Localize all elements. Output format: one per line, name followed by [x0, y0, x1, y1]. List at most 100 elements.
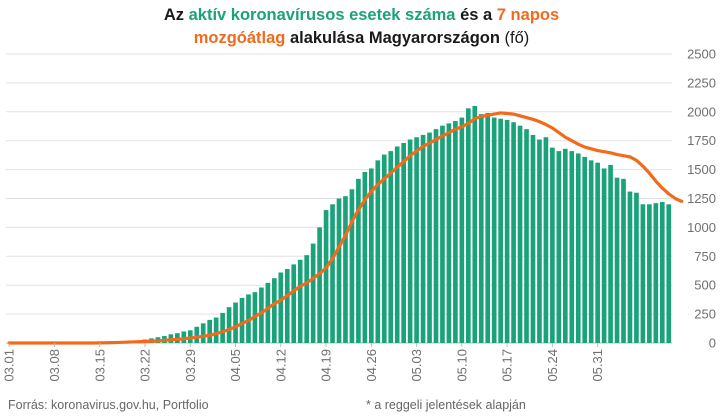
y-tick-label: 2000 — [687, 104, 716, 119]
bar — [659, 201, 665, 343]
moving-average-line — [7, 111, 684, 345]
bar — [407, 139, 413, 343]
bar — [200, 323, 206, 343]
bar — [440, 125, 445, 343]
y-tick-label: 1250 — [687, 191, 716, 206]
bar — [239, 297, 245, 343]
title-part-1: Az — [163, 6, 189, 24]
title-part-7: (fő) — [499, 29, 530, 47]
bar — [194, 326, 200, 343]
bar — [369, 168, 374, 343]
bar-series — [84, 106, 672, 344]
bar — [562, 148, 568, 343]
x-tick-label: 03.22 — [138, 349, 153, 382]
bar — [388, 151, 394, 343]
bar — [336, 198, 342, 343]
bar — [349, 189, 355, 343]
bar — [375, 160, 381, 343]
bar — [537, 139, 542, 343]
bar — [588, 160, 594, 343]
y-tick-label: 1500 — [687, 162, 716, 177]
x-tick-label: 05.17 — [500, 349, 515, 382]
bar — [556, 151, 562, 343]
bar — [504, 119, 510, 343]
bar — [317, 227, 322, 343]
bar — [621, 178, 626, 343]
x-tick-label: 04.12 — [273, 349, 288, 382]
bar — [627, 191, 633, 343]
bar — [278, 272, 284, 343]
bar — [284, 269, 290, 343]
title-part-5: mozgóátlag — [193, 29, 286, 47]
title-part-6: alakulása Magyarországon — [285, 29, 500, 47]
bar — [414, 137, 419, 343]
bar — [491, 117, 497, 343]
bar — [272, 278, 277, 343]
bar — [653, 203, 659, 343]
x-tick-label: 04.19 — [319, 349, 334, 382]
line-series — [7, 111, 684, 345]
bar — [207, 319, 213, 343]
bar — [550, 147, 555, 343]
bar — [478, 114, 484, 343]
x-tick-label: 03.08 — [47, 349, 62, 382]
x-tick-label: 04.05 — [228, 349, 243, 382]
y-tick-label: 1750 — [687, 133, 716, 148]
bar — [582, 156, 588, 343]
bar — [640, 204, 646, 343]
x-tick-label: 05.24 — [545, 349, 560, 382]
bar — [459, 117, 465, 343]
bar — [323, 210, 329, 343]
y-tick-label: 750 — [694, 249, 716, 264]
bar — [446, 123, 452, 343]
bar — [297, 259, 303, 343]
bar — [517, 125, 523, 343]
bar — [420, 134, 426, 343]
bar — [401, 143, 406, 343]
y-tick-label: 250 — [694, 307, 716, 322]
x-tick-label: 04.26 — [364, 349, 379, 382]
bar — [575, 153, 581, 343]
bar — [220, 312, 225, 343]
bar — [310, 243, 316, 343]
x-tick-label: 03.01 — [2, 349, 17, 382]
bar — [543, 137, 549, 343]
title-part-4: 7 napos — [496, 6, 560, 24]
y-tick-label: 2250 — [687, 75, 716, 90]
x-tick-label: 05.03 — [409, 349, 424, 382]
title-part-2: aktív koronavírusos esetek száma — [188, 6, 456, 24]
x-tick-labels: 03.01 03.08 03.15 03.22 03.29 04.05 04.12 04.19… — [2, 343, 605, 382]
bar — [394, 146, 400, 343]
title-line-2: mozgóátlag alakulása Magyarországon (fő) — [0, 27, 723, 50]
bar — [259, 287, 264, 343]
x-tick-label: 03.15 — [92, 349, 107, 382]
bar — [233, 302, 238, 343]
y-tick-label: 0 — [709, 336, 716, 351]
chart-title: Az aktív koronavírusos esetek száma és a… — [0, 4, 723, 50]
bar — [465, 108, 471, 343]
bar — [647, 204, 652, 343]
footnote: * a reggeli jelentések alapján — [366, 398, 526, 412]
bar — [381, 154, 387, 343]
bar — [608, 164, 613, 343]
bar — [265, 282, 271, 343]
bar — [614, 177, 620, 343]
y-tick-label: 2500 — [687, 47, 716, 62]
bar — [485, 112, 491, 344]
title-part-3: és a — [455, 6, 497, 24]
bar — [666, 204, 672, 343]
bar — [472, 106, 478, 344]
x-tick-label: 05.10 — [454, 349, 469, 382]
bar — [433, 129, 439, 343]
bar — [343, 196, 348, 343]
bar — [530, 134, 536, 343]
bar — [356, 178, 361, 343]
bar — [330, 204, 335, 343]
bar — [498, 118, 503, 344]
y-tick-label: 1000 — [687, 220, 716, 235]
bar — [634, 192, 639, 343]
title-line-1: Az aktív koronavírusos esetek száma és a… — [0, 4, 723, 27]
bar — [291, 264, 297, 343]
bar — [524, 129, 529, 343]
